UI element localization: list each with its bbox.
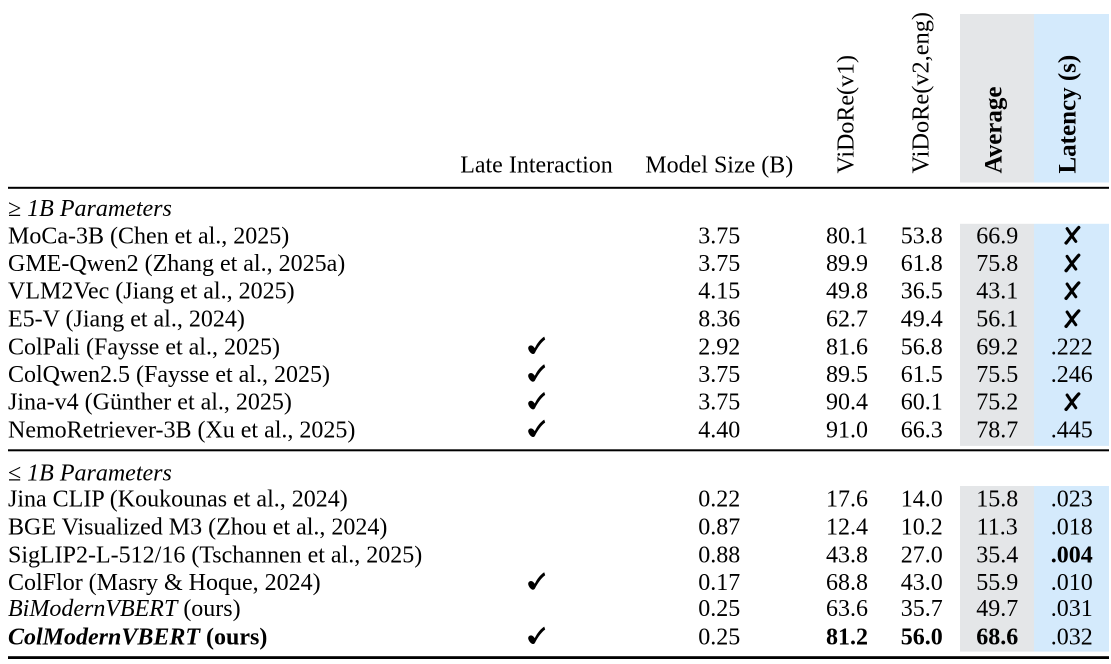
svg-text:SigLIP2-L-512/16 (Tschannen et: SigLIP2-L-512/16 (Tschannen et al., 2025… (8, 542, 422, 568)
svg-text:90.4: 90.4 (826, 390, 868, 416)
svg-text:81.2: 81.2 (826, 624, 868, 650)
svg-text:ColFlor (Masry & Hoque, 2024): ColFlor (Masry & Hoque, 2024) (8, 570, 321, 596)
svg-text:3.75: 3.75 (698, 362, 740, 388)
svg-text:61.8: 61.8 (901, 251, 943, 277)
svg-text:12.4: 12.4 (826, 514, 868, 540)
svg-text:78.7: 78.7 (976, 417, 1018, 443)
svg-text:BiModernVBERT (ours): BiModernVBERT (ours) (8, 596, 241, 622)
svg-text:8.36: 8.36 (698, 307, 740, 333)
svg-text:.246: .246 (1051, 362, 1093, 388)
svg-text:NemoRetriever-3B (Xu et al., 2: NemoRetriever-3B (Xu et al., 2025) (8, 417, 355, 443)
svg-text:0.22: 0.22 (698, 487, 740, 513)
svg-text:3.75: 3.75 (698, 390, 740, 416)
svg-text:Average: Average (981, 87, 1008, 174)
svg-text:56.8: 56.8 (901, 334, 943, 360)
svg-text:GME-Qwen2 (Zhang et al., 2025a: GME-Qwen2 (Zhang et al., 2025a) (8, 251, 345, 277)
svg-text:75.2: 75.2 (976, 390, 1018, 416)
svg-text:4.15: 4.15 (698, 279, 740, 305)
svg-text:Late Interaction: Late Interaction (460, 152, 613, 178)
svg-text:35.4: 35.4 (976, 542, 1018, 568)
svg-text:ViDoRe(v2,eng): ViDoRe(v2,eng) (908, 12, 934, 173)
svg-text:36.5: 36.5 (901, 279, 943, 305)
svg-text:75.5: 75.5 (976, 362, 1018, 388)
svg-text:56.1: 56.1 (976, 307, 1018, 333)
svg-text:0.25: 0.25 (698, 596, 740, 622)
svg-text:4.40: 4.40 (698, 417, 740, 443)
svg-text:49.8: 49.8 (826, 279, 868, 305)
svg-text:VLM2Vec (Jiang et al., 2025): VLM2Vec (Jiang et al., 2025) (8, 279, 295, 305)
svg-text:62.7: 62.7 (826, 307, 868, 333)
svg-text:66.9: 66.9 (976, 223, 1018, 249)
svg-text:55.9: 55.9 (976, 570, 1018, 596)
svg-text:43.8: 43.8 (826, 542, 868, 568)
svg-text:91.0: 91.0 (826, 417, 868, 443)
svg-text:80.1: 80.1 (826, 223, 868, 249)
svg-text:0.25: 0.25 (698, 624, 740, 650)
svg-text:Latency (s): Latency (s) (1055, 55, 1082, 174)
svg-text:3.75: 3.75 (698, 223, 740, 249)
svg-text:43.1: 43.1 (976, 279, 1018, 305)
svg-text:.445: .445 (1051, 417, 1093, 443)
svg-text:35.7: 35.7 (901, 596, 943, 622)
svg-text:81.6: 81.6 (826, 334, 868, 360)
svg-text:ColPali (Faysse et al., 2025): ColPali (Faysse et al., 2025) (8, 334, 280, 360)
svg-text:68.8: 68.8 (826, 570, 868, 596)
svg-text:Model Size (B): Model Size (B) (645, 152, 793, 178)
svg-text:Jina CLIP (Koukounas et al., 2: Jina CLIP (Koukounas et al., 2024) (8, 487, 348, 513)
svg-text:69.2: 69.2 (976, 334, 1018, 360)
svg-text:75.8: 75.8 (976, 251, 1018, 277)
svg-text:49.7: 49.7 (976, 596, 1018, 622)
svg-text:0.17: 0.17 (698, 570, 740, 596)
svg-text:.222: .222 (1051, 334, 1093, 360)
svg-text:.023: .023 (1051, 487, 1093, 513)
svg-text:53.8: 53.8 (901, 223, 943, 249)
svg-text:66.3: 66.3 (901, 417, 943, 443)
svg-text:MoCa-3B (Chen et al., 2025): MoCa-3B (Chen et al., 2025) (8, 223, 289, 249)
svg-text:15.8: 15.8 (976, 487, 1018, 513)
svg-text:BGE Visualized M3 (Zhou et al.: BGE Visualized M3 (Zhou et al., 2024) (8, 514, 387, 540)
svg-text:14.0: 14.0 (901, 487, 943, 513)
svg-text:ColModernVBERT (ours): ColModernVBERT (ours) (8, 624, 267, 650)
svg-text:≥ 1B Parameters: ≥ 1B Parameters (8, 196, 172, 222)
svg-text:60.1: 60.1 (901, 390, 943, 416)
svg-text:ViDoRe(v1): ViDoRe(v1) (834, 55, 860, 174)
svg-text:3.75: 3.75 (698, 251, 740, 277)
svg-text:89.9: 89.9 (826, 251, 868, 277)
svg-text:89.5: 89.5 (826, 362, 868, 388)
svg-text:0.87: 0.87 (698, 514, 740, 540)
svg-text:43.0: 43.0 (901, 570, 943, 596)
svg-text:E5-V (Jiang et al., 2024): E5-V (Jiang et al., 2024) (8, 307, 245, 333)
svg-text:2.92: 2.92 (698, 334, 740, 360)
svg-text:17.6: 17.6 (826, 487, 868, 513)
svg-text:68.6: 68.6 (976, 624, 1018, 650)
svg-text:.010: .010 (1051, 570, 1093, 596)
svg-text:56.0: 56.0 (901, 624, 943, 650)
svg-text:49.4: 49.4 (901, 307, 943, 333)
svg-text:61.5: 61.5 (901, 362, 943, 388)
svg-text:≤ 1B Parameters: ≤ 1B Parameters (8, 461, 172, 487)
svg-text:.032: .032 (1051, 624, 1093, 650)
svg-text:Jina-v4 (Günther et al., 2025): Jina-v4 (Günther et al., 2025) (8, 390, 292, 416)
svg-text:0.88: 0.88 (698, 542, 740, 568)
svg-text:63.6: 63.6 (826, 596, 868, 622)
svg-text:11.3: 11.3 (977, 514, 1018, 540)
svg-text:ColQwen2.5 (Faysse et al., 202: ColQwen2.5 (Faysse et al., 2025) (8, 362, 330, 388)
svg-text:.031: .031 (1051, 596, 1093, 622)
svg-text:.018: .018 (1051, 514, 1093, 540)
svg-text:27.0: 27.0 (901, 542, 943, 568)
svg-text:10.2: 10.2 (901, 514, 943, 540)
svg-text:.004: .004 (1051, 542, 1093, 568)
